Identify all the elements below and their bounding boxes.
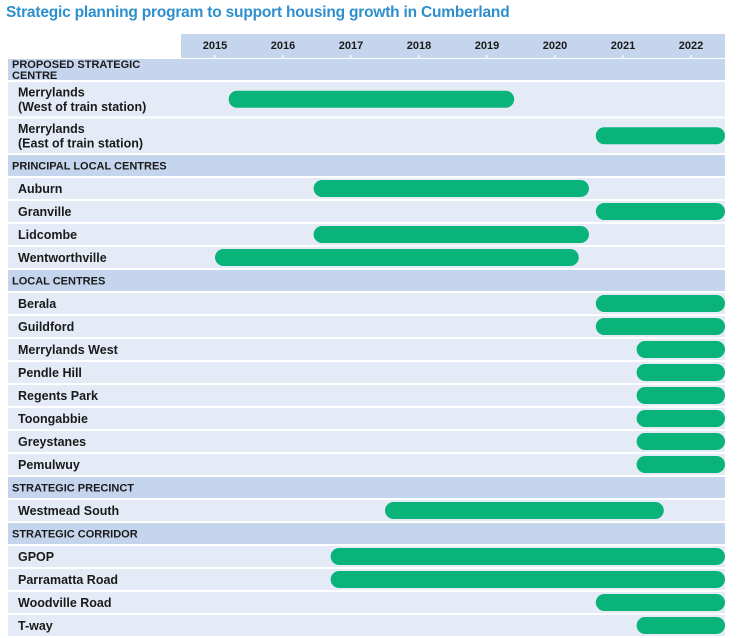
row-label: Granville (18, 205, 72, 219)
row-label: Guildford (18, 320, 74, 334)
item-row (8, 454, 725, 475)
timeline-bar (215, 249, 579, 266)
row-label: Wentworthville (18, 251, 107, 265)
timeline-bar (595, 127, 725, 145)
row-label: Toongabbie (18, 412, 88, 426)
timeline-bar (595, 594, 725, 611)
row-label: Pemulwuy (18, 458, 80, 472)
row-label: (East of train station) (18, 137, 143, 151)
item-row (8, 431, 725, 452)
year-tick-label: 2020 (543, 40, 567, 52)
row-label: Parramatta Road (18, 573, 118, 587)
chart-rows: PROPOSED STRATEGICCENTREMerrylands(West … (8, 59, 725, 636)
timeline-bar (636, 433, 725, 450)
section-label: PRINCIPAL LOCAL CENTRES (12, 160, 167, 172)
item-row (8, 339, 725, 360)
row-label: Greystanes (18, 435, 86, 449)
timeline-bar (330, 571, 725, 588)
year-tick-label: 2015 (203, 40, 227, 52)
section-row (8, 477, 725, 498)
section-row (8, 270, 725, 291)
section-label: PROPOSED STRATEGIC (12, 59, 140, 71)
item-row (8, 293, 725, 314)
section-label: STRATEGIC CORRIDOR (12, 528, 138, 540)
row-label: Berala (18, 297, 57, 311)
section-label: LOCAL CENTRES (12, 275, 105, 287)
timeline-bar (636, 341, 725, 358)
row-label: Lidcombe (18, 228, 77, 242)
timeline-bar (385, 502, 664, 519)
section-row (8, 155, 725, 176)
row-label: Merrylands (18, 86, 85, 100)
timeline-bar (313, 226, 589, 243)
item-row (8, 362, 725, 383)
year-header-band (181, 34, 725, 58)
row-label: Merrylands (18, 122, 85, 136)
year-tick-label: 2016 (271, 40, 295, 52)
timeline-bar (636, 364, 725, 381)
year-tick-label: 2022 (679, 40, 703, 52)
item-row (8, 592, 725, 613)
item-row (8, 316, 725, 337)
row-label: Regents Park (18, 389, 98, 403)
item-row (8, 385, 725, 406)
timeline-bar (636, 617, 725, 634)
timeline-bar (228, 90, 515, 108)
timeline-bar (595, 203, 725, 220)
timeline-bar (313, 180, 589, 197)
year-tick-label: 2019 (475, 40, 499, 52)
item-row (8, 408, 725, 429)
row-label: (West of train station) (18, 100, 146, 114)
timeline-bar (330, 548, 725, 565)
timeline-bar (595, 295, 725, 312)
timeline-bar (636, 387, 725, 404)
row-label: Pendle Hill (18, 366, 82, 380)
row-label: T-way (18, 619, 53, 633)
row-label: GPOP (18, 550, 54, 564)
section-label: CENTRE (12, 70, 57, 82)
section-row (8, 523, 725, 544)
row-label: Auburn (18, 182, 62, 196)
year-tick-label: 2017 (339, 40, 363, 52)
timeline-bar (595, 318, 725, 335)
item-row (8, 615, 725, 636)
row-label: Westmead South (18, 504, 119, 518)
item-row (8, 201, 725, 222)
year-tick-label: 2018 (407, 40, 431, 52)
chart-title: Strategic planning program to support ho… (6, 4, 510, 21)
row-label: Woodville Road (18, 596, 112, 610)
year-tick-label: 2021 (611, 40, 635, 52)
chart-bars (215, 90, 725, 634)
timeline-bar (636, 410, 725, 427)
timeline-bar (636, 456, 725, 473)
section-label: STRATEGIC PRECINCT (12, 482, 134, 494)
row-label: Merrylands West (18, 343, 119, 357)
section-row (8, 59, 725, 80)
